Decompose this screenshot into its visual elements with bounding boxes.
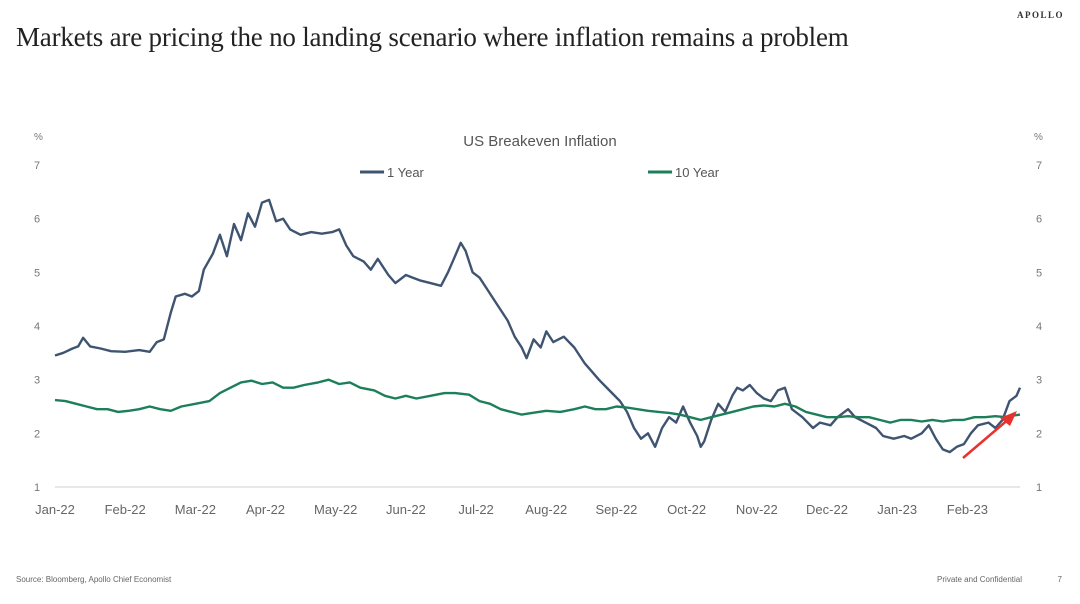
x-tick-label: Jun-22 (386, 502, 426, 517)
y-tick-label-left: 4 (34, 321, 40, 333)
legend-label: 10 Year (675, 165, 720, 180)
series-line (54, 378, 1021, 424)
y-tick-label-right: 7 (1036, 160, 1042, 172)
y-axis-unit-right: % (1034, 132, 1043, 143)
x-tick-label: Jan-23 (877, 502, 917, 517)
x-tick-label: May-22 (314, 502, 357, 517)
y-axis-unit-left: % (34, 132, 43, 143)
y-tick-label-left: 3 (34, 375, 40, 387)
legend: 1 Year 10 Year (360, 165, 720, 180)
y-tick-label-left: 2 (34, 428, 40, 440)
x-tick-label: Jan-22 (35, 502, 75, 517)
y-tick-label-left: 7 (34, 160, 40, 172)
y-tick-label-right: 6 (1036, 214, 1042, 226)
y-tick-label-right: 5 (1036, 267, 1042, 279)
series-line (54, 198, 1022, 454)
confidential-label: Private and Confidential (937, 575, 1022, 584)
page-number: 7 (1057, 575, 1062, 584)
y-tick-label-right: 1 (1036, 482, 1042, 494)
x-tick-label: Feb-23 (947, 502, 988, 517)
x-tick-label: Nov-22 (736, 502, 778, 517)
y-tick-label-left: 5 (34, 267, 40, 279)
x-tick-label: Jul-22 (458, 502, 493, 517)
y-tick-label-left: 1 (34, 482, 40, 494)
y-tick-label-right: 2 (1036, 428, 1042, 440)
x-tick-label: Apr-22 (246, 502, 285, 517)
series-group (54, 198, 1022, 454)
source-note: Source: Bloomberg, Apollo Chief Economis… (16, 575, 172, 584)
x-tick-label: Feb-22 (105, 502, 146, 517)
y-tick-label-right: 4 (1036, 321, 1042, 333)
y-tick-label-right: 3 (1036, 375, 1042, 387)
legend-label: 1 Year (387, 165, 425, 180)
x-axis: Jan-22 Feb-22 Mar-22 Apr-22 May-22 Jun-22 Jul-… (35, 486, 1020, 517)
y-axis: 1 1 2 2 3 3 4 4 5 5 6 6 7 7 (34, 160, 1042, 494)
chart-title: US Breakeven Inflation (463, 133, 616, 150)
x-tick-label: Dec-22 (806, 502, 848, 517)
x-tick-label: Oct-22 (667, 502, 706, 517)
x-tick-label: Sep-22 (595, 502, 637, 517)
x-tick-label: Aug-22 (525, 502, 567, 517)
brand-logo: APOLLO (1016, 10, 1064, 20)
page-title: Markets are pricing the no landing scena… (16, 22, 849, 52)
annotation-arrow (962, 411, 1017, 459)
y-tick-label-left: 6 (34, 214, 40, 226)
x-tick-label: Mar-22 (175, 502, 216, 517)
